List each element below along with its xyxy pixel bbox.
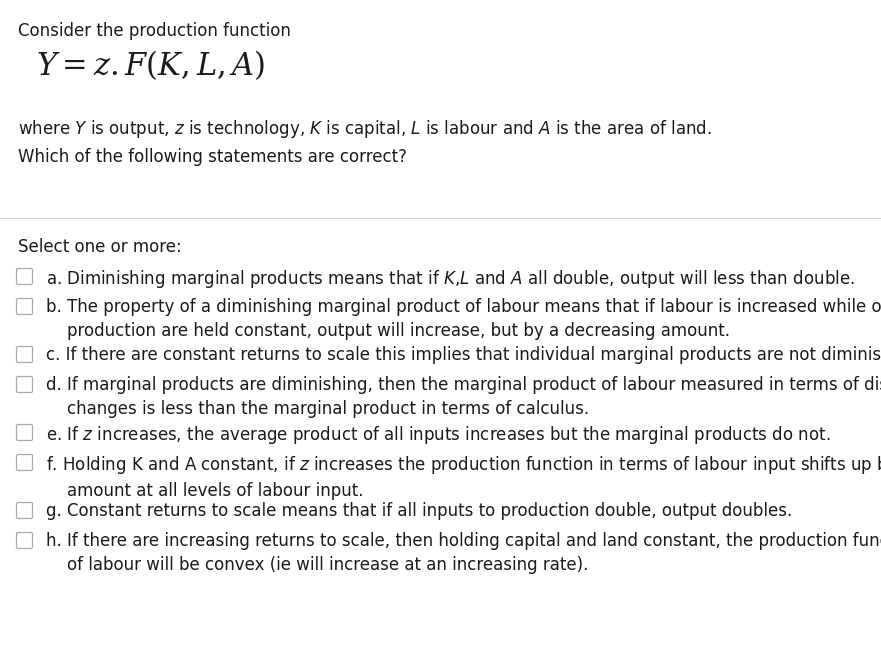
FancyBboxPatch shape: [17, 425, 33, 440]
Text: a. Diminishing marginal products means that if $K$,$L$ and $A$ all double, outpu: a. Diminishing marginal products means t…: [46, 268, 855, 290]
FancyBboxPatch shape: [17, 502, 33, 518]
FancyBboxPatch shape: [17, 298, 33, 314]
Text: Select one or more:: Select one or more:: [18, 238, 181, 256]
Text: $Y = z.F(K, L, A)$: $Y = z.F(K, L, A)$: [36, 48, 265, 82]
Text: e. If $z$ increases, the average product of all inputs increases but the margina: e. If $z$ increases, the average product…: [46, 424, 831, 446]
Text: where $Y$ is output, $z$ is technology, $K$ is capital, $L$ is labour and $A$ is: where $Y$ is output, $z$ is technology, …: [18, 118, 712, 140]
Text: f. Holding K and A constant, if $z$ increases the production function in terms o: f. Holding K and A constant, if $z$ incr…: [46, 454, 881, 500]
FancyBboxPatch shape: [17, 533, 33, 549]
FancyBboxPatch shape: [17, 268, 33, 284]
Text: h. If there are increasing returns to scale, then holding capital and land const: h. If there are increasing returns to sc…: [46, 532, 881, 573]
FancyBboxPatch shape: [17, 454, 33, 470]
Text: Consider the production function: Consider the production function: [18, 22, 291, 40]
FancyBboxPatch shape: [17, 377, 33, 393]
FancyBboxPatch shape: [17, 347, 33, 363]
Text: b. The property of a diminishing marginal product of labour means that if labour: b. The property of a diminishing margina…: [46, 298, 881, 340]
Text: g. Constant returns to scale means that if all inputs to production double, outp: g. Constant returns to scale means that …: [46, 502, 792, 520]
Text: c. If there are constant returns to scale this implies that individual marginal : c. If there are constant returns to scal…: [46, 346, 881, 364]
Text: Which of the following statements are correct?: Which of the following statements are co…: [18, 148, 407, 166]
Text: d. If marginal products are diminishing, then the marginal product of labour mea: d. If marginal products are diminishing,…: [46, 376, 881, 417]
